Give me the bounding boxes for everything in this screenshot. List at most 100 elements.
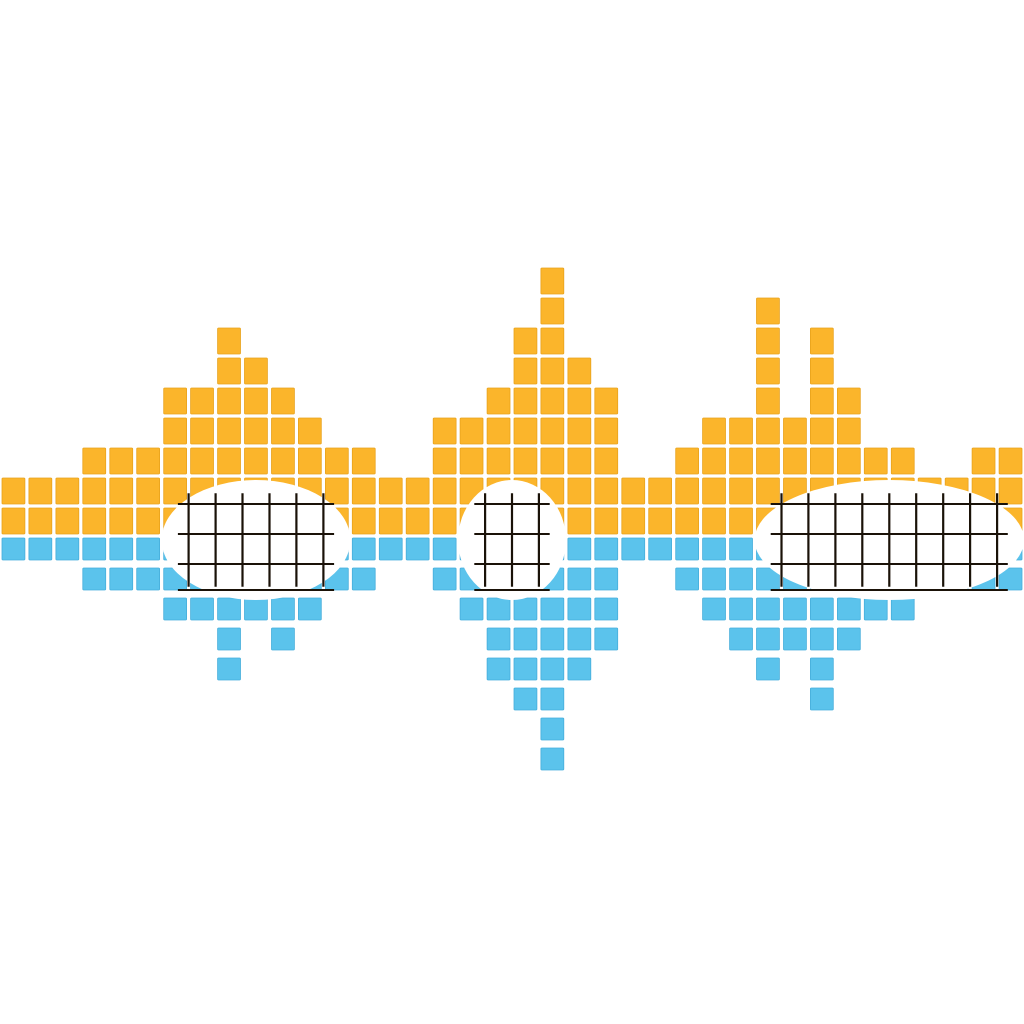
- lower-bar-cell: [136, 567, 160, 591]
- upper-bar-cell: [567, 507, 592, 535]
- lower-bar-cell: [297, 597, 322, 621]
- upper-bar-cell: [702, 417, 726, 445]
- upper-bar-cell: [729, 507, 753, 535]
- lower-bar-cell: [756, 627, 780, 651]
- lower-bar-cell: [756, 657, 780, 681]
- upper-bar-cell: [783, 447, 807, 475]
- upper-bar-cell: [783, 417, 807, 445]
- lower-bar-cell: [729, 537, 753, 561]
- lower-bar-cell: [810, 627, 834, 651]
- lower-bar-cell: [513, 627, 538, 651]
- upper-bar-cell: [513, 387, 538, 415]
- cleared-blobs-group: [161, 480, 1024, 600]
- upper-bar-cell: [648, 507, 673, 535]
- upper-bar-cell: [567, 447, 592, 475]
- upper-bar-cell: [540, 417, 565, 445]
- upper-bar-cell: [271, 417, 295, 445]
- upper-bar-cell: [351, 447, 376, 475]
- lower-bar-cell: [837, 597, 861, 621]
- lower-bar-cell: [567, 627, 592, 651]
- upper-bar-cell: [540, 297, 565, 325]
- upper-bar-cell: [136, 477, 160, 505]
- upper-bar-cell: [486, 387, 511, 415]
- upper-bar-cell: [432, 477, 457, 505]
- upper-bar-cell: [351, 507, 376, 535]
- lower-bar-cell: [271, 597, 295, 621]
- upper-bar-cell: [217, 327, 241, 355]
- upper-bar-cell: [244, 357, 268, 385]
- upper-bar-cell: [82, 507, 107, 535]
- upper-bar-cell: [675, 447, 700, 475]
- upper-bar-cell: [82, 447, 107, 475]
- lower-bar-cell: [567, 657, 592, 681]
- lower-bar-cell: [756, 567, 780, 591]
- upper-bar-cell: [540, 327, 565, 355]
- lower-bar-cell: [783, 597, 807, 621]
- upper-bar-cell: [82, 477, 107, 505]
- lower-bar-cell: [783, 627, 807, 651]
- upper-bar-cell: [136, 447, 160, 475]
- upper-bar-cell: [271, 387, 295, 415]
- upper-bar-cell: [756, 327, 780, 355]
- upper-bar-cell: [540, 387, 565, 415]
- lower-bar-cell: [729, 627, 753, 651]
- upper-bar-cell: [190, 417, 214, 445]
- upper-bar-cell: [55, 507, 80, 535]
- lower-bar-cell: [702, 567, 726, 591]
- lower-bar-cell: [486, 627, 511, 651]
- upper-bar-cell: [513, 327, 538, 355]
- upper-bar-cell: [567, 357, 592, 385]
- lower-bar-cell: [540, 657, 565, 681]
- upper-bar-cell: [971, 447, 996, 475]
- upper-bar-cell: [513, 417, 538, 445]
- upper-bar-cell: [432, 447, 457, 475]
- lower-bar-cell: [567, 597, 592, 621]
- lower-bar-cell: [702, 597, 726, 621]
- upper-bar-cell: [217, 387, 241, 415]
- lower-bar-cell: [351, 537, 376, 561]
- lower-bar-cell: [271, 627, 295, 651]
- upper-bar-cell: [810, 357, 834, 385]
- upper-bar-cell: [55, 477, 80, 505]
- lower-bar-cell: [486, 657, 511, 681]
- upper-bar-cell: [648, 477, 673, 505]
- upper-bar-cell: [756, 477, 780, 505]
- upper-bar-cell: [594, 507, 619, 535]
- upper-bar-cell: [217, 447, 241, 475]
- lower-bar-cell: [513, 687, 538, 711]
- lower-bar-cell: [890, 597, 915, 621]
- upper-bar-cell: [756, 447, 780, 475]
- lower-bar-cell: [217, 627, 241, 651]
- upper-bar-cell: [594, 477, 619, 505]
- upper-bar-cell: [863, 447, 888, 475]
- upper-bar-cell: [729, 447, 753, 475]
- lower-bar-cell: [540, 597, 565, 621]
- lower-bar-cell: [351, 567, 376, 591]
- upper-bar-cell: [486, 447, 511, 475]
- upper-bar-cell: [163, 387, 187, 415]
- upper-bar-cell: [324, 477, 349, 505]
- lower-bar-cell: [810, 687, 834, 711]
- upper-bar-cell: [540, 447, 565, 475]
- upper-bar-cell: [109, 477, 134, 505]
- upper-bar-cell: [810, 387, 834, 415]
- upper-bar-cell: [190, 387, 214, 415]
- lower-bar-cell: [567, 567, 592, 591]
- lower-bar-cell: [863, 597, 888, 621]
- upper-bar-cell: [163, 447, 187, 475]
- upper-bar-cell: [810, 327, 834, 355]
- upper-bar-cell: [621, 507, 646, 535]
- upper-bar-cell: [1, 507, 26, 535]
- lower-bar-cell: [810, 657, 834, 681]
- upper-bar-cell: [405, 477, 430, 505]
- upper-bar-cell: [810, 447, 834, 475]
- lower-bar-cell: [82, 537, 107, 561]
- upper-bar-cell: [1, 477, 26, 505]
- upper-bar-cell: [756, 417, 780, 445]
- lower-bar-cell: [432, 567, 457, 591]
- upper-bar-cell: [594, 417, 619, 445]
- lower-bar-cell: [136, 537, 160, 561]
- lower-bar-cell: [163, 597, 187, 621]
- lower-bar-cell: [998, 567, 1023, 591]
